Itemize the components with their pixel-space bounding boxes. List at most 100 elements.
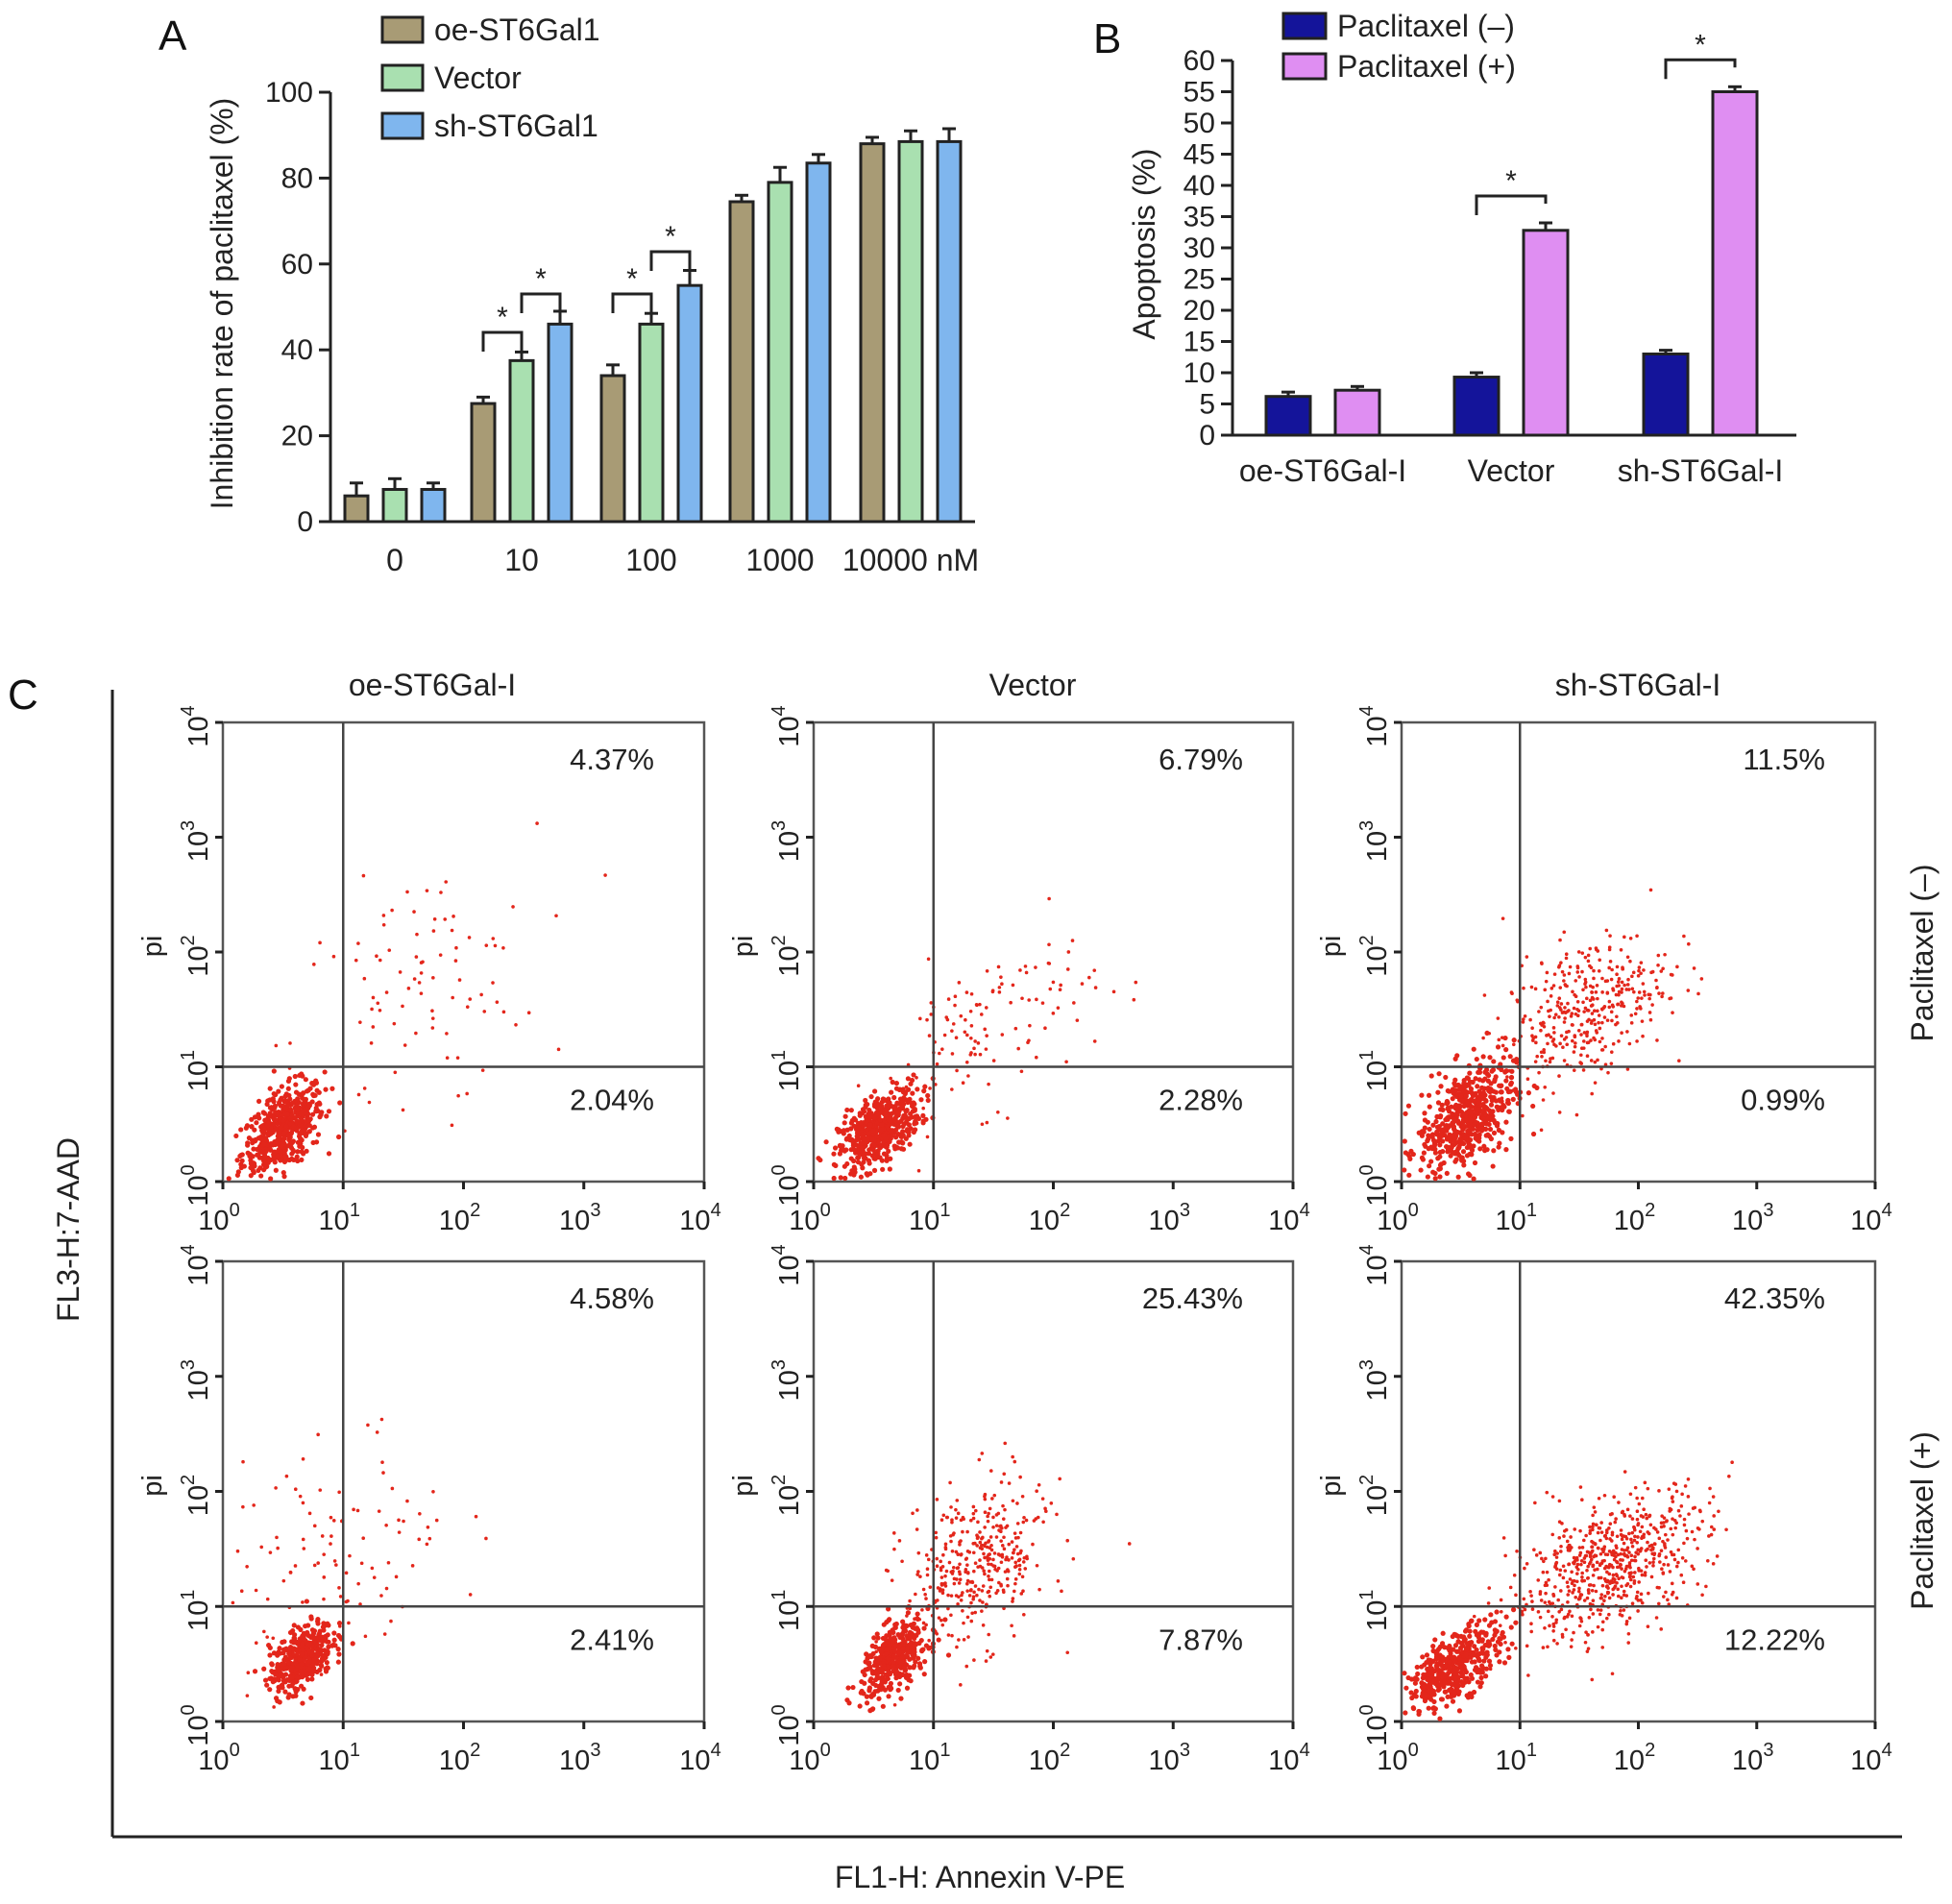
flow-dot — [1447, 1679, 1452, 1685]
flow-dot — [1485, 1086, 1491, 1091]
flow-dot — [1583, 1640, 1588, 1645]
flow-dot — [909, 1646, 913, 1649]
flow-dot — [1615, 1534, 1620, 1539]
flow-dot — [1570, 1638, 1574, 1642]
flow-dot — [1679, 1504, 1684, 1508]
flow-dot — [1595, 1523, 1598, 1527]
flow-dot — [1531, 1036, 1536, 1040]
a-legend-swatch — [380, 63, 425, 92]
flow-dot — [988, 1594, 992, 1599]
flow-dot — [922, 1084, 928, 1089]
flow-dot — [1473, 1135, 1478, 1141]
flow-dot — [1608, 934, 1612, 938]
flow-dot — [1006, 1569, 1011, 1574]
flow-dot — [276, 1688, 281, 1695]
flow-dot — [1570, 1614, 1574, 1619]
flow-dot — [305, 1676, 311, 1682]
flow-dot — [288, 1674, 294, 1680]
flow-dot — [1430, 1678, 1436, 1684]
flow-dot — [907, 1656, 913, 1662]
flow-y-tick-exponent: 1 — [769, 1590, 790, 1600]
flow-dot — [1499, 1598, 1503, 1602]
flow-dot — [1613, 1577, 1617, 1581]
flow-dot — [1483, 1632, 1489, 1638]
flow-pi-label: pi — [728, 1475, 759, 1497]
flow-x-tick-label: 102 — [439, 1740, 480, 1776]
a-category-label: 10000 nM — [842, 543, 979, 577]
flow-dot — [1431, 1710, 1437, 1717]
flow-dot — [239, 1158, 245, 1163]
flow-dot — [881, 1097, 888, 1103]
flow-dot — [1482, 1076, 1488, 1082]
flow-dot — [1587, 1550, 1591, 1554]
flow-dot — [959, 1599, 964, 1602]
flow-dot — [991, 1515, 995, 1520]
flow-dot — [905, 1646, 911, 1651]
flow-dot — [1509, 1641, 1515, 1647]
flow-y-tick-exponent: 1 — [178, 1590, 199, 1600]
flow-dot — [1508, 1075, 1515, 1081]
flow-dot — [331, 1630, 337, 1636]
flow-dot — [867, 1122, 873, 1128]
flow-dot — [1711, 1562, 1716, 1566]
flow-dot — [1634, 1550, 1638, 1554]
flow-dot — [1640, 1525, 1645, 1529]
flow-dot — [1451, 1647, 1456, 1652]
flow-dot — [1419, 1664, 1425, 1670]
flow-dot — [1698, 1509, 1702, 1514]
flow-x-tick-label: 103 — [1149, 1740, 1190, 1776]
flow-dot — [992, 1493, 997, 1498]
flow-dot — [963, 1030, 967, 1035]
flow-dot — [1587, 1017, 1591, 1022]
flow-dot — [1565, 1030, 1569, 1035]
flow-dot — [284, 1474, 289, 1478]
flow-dot — [318, 1488, 323, 1492]
flow-dot — [1574, 1112, 1579, 1117]
flow-dot — [427, 1536, 432, 1541]
flow-dot — [1622, 1608, 1626, 1612]
flow-dot — [880, 1703, 886, 1709]
flow-dot — [316, 1089, 322, 1095]
flow-dot — [1555, 1551, 1559, 1555]
flow-dot — [300, 1073, 305, 1079]
flow-dot — [996, 1511, 1001, 1516]
flow-dot — [1581, 1039, 1586, 1043]
b-ytick-label: 25 — [1183, 264, 1215, 296]
flow-dot — [1523, 1013, 1527, 1018]
flow-dot — [940, 1591, 945, 1596]
flow-dot — [950, 1518, 954, 1522]
flow-dot — [983, 1027, 988, 1032]
flow-dot — [1676, 1508, 1681, 1513]
flow-dot — [1564, 1527, 1569, 1532]
flow-dot — [445, 1032, 449, 1036]
a-significance-bracket — [611, 292, 653, 313]
flow-dot — [282, 1153, 288, 1159]
flow-dot — [1580, 1546, 1585, 1550]
flow-dot — [1406, 1172, 1412, 1178]
flow-dot — [1574, 1595, 1578, 1599]
flow-dot — [1473, 1628, 1478, 1634]
flow-dot — [832, 1145, 839, 1151]
flow-dot — [1556, 1598, 1560, 1602]
flow-dot — [1611, 1593, 1615, 1597]
flow-dot — [1469, 1090, 1476, 1096]
flow-dot — [1461, 1162, 1467, 1168]
flow-y-tick-exponent: 4 — [178, 1244, 199, 1255]
flow-dot — [1629, 1553, 1634, 1558]
flow-dot — [1421, 1129, 1427, 1135]
flow-dot — [1599, 1530, 1604, 1534]
flow-dot — [1481, 1658, 1487, 1664]
flow-dot — [877, 1117, 883, 1123]
flow-dot — [1463, 1669, 1469, 1675]
flow-dot — [1525, 1090, 1532, 1096]
flow-dot — [468, 997, 473, 1001]
flow-dot — [1583, 977, 1588, 982]
flow-dot — [301, 1656, 306, 1663]
flow-dot — [1578, 1061, 1582, 1064]
flow-dot — [1626, 977, 1630, 982]
flow-dot — [1580, 1574, 1584, 1579]
flow-dot — [955, 1645, 959, 1649]
flow-dot — [382, 1632, 387, 1636]
flow-x-tick-exponent: 3 — [1180, 1740, 1190, 1761]
flow-dot — [293, 1564, 298, 1568]
